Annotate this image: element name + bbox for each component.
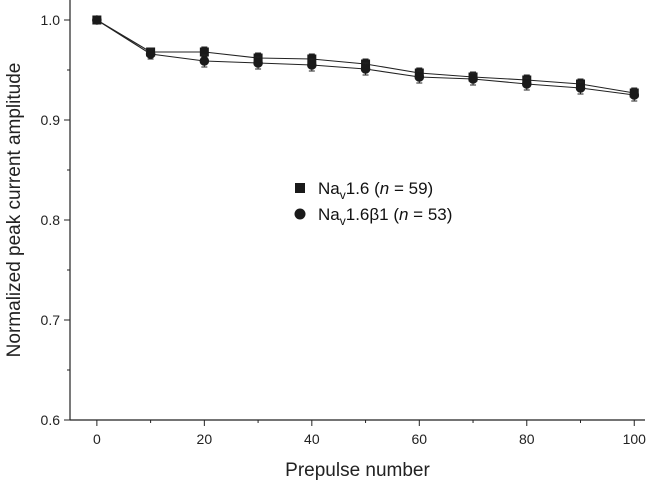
legend-marker-circle <box>294 208 306 220</box>
y-tick-label: 0.9 <box>41 112 61 128</box>
data-point-circle <box>253 58 263 68</box>
data-point-circle <box>629 90 640 100</box>
x-tick-label: 100 <box>623 431 647 447</box>
legend-italic: n <box>399 205 408 224</box>
x-tick-label: 80 <box>519 431 535 447</box>
data-point-circle <box>307 60 317 70</box>
data-point-circle <box>199 56 210 66</box>
legend-label-2: Nav1.6β1 (n = 53) <box>318 205 452 228</box>
x-tick-label: 40 <box>304 431 320 447</box>
plot-area: 0 20 40 60 80 100 0.6 0.7 0.8 0.9 1.0 <box>41 0 647 447</box>
data-point-circle <box>414 72 425 82</box>
data-point-circle <box>92 15 102 25</box>
data-point-square <box>199 47 209 57</box>
legend-subscript: v <box>340 188 346 202</box>
x-tick-label: 0 <box>93 431 101 447</box>
data-point-circle <box>575 83 586 93</box>
series-line-2 <box>96 19 635 96</box>
y-tick-label: 0.8 <box>41 212 61 228</box>
legend-label-1: Nav1.6 (n = 59) <box>318 179 433 202</box>
legend-subscript: v <box>340 214 346 228</box>
legend-marker-square <box>295 183 305 193</box>
legend-italic: n <box>380 179 389 198</box>
y-tick-label: 1.0 <box>41 12 61 28</box>
data-point-circle <box>521 79 532 89</box>
x-axis-title: Prepulse number <box>285 460 430 481</box>
y-axis-title: Normalized peak current amplitude <box>4 63 25 358</box>
y-tick-label: 0.6 <box>41 412 61 428</box>
data-point-circle <box>145 49 156 59</box>
x-tick-label: 60 <box>412 431 428 447</box>
x-tick-label: 20 <box>197 431 213 447</box>
legend: Nav1.6 (n = 59) Nav1.6β1 (n = 53) <box>294 179 452 228</box>
data-point-circle <box>468 74 478 84</box>
data-point-circle <box>360 64 371 74</box>
series-line-1 <box>96 19 635 94</box>
y-tick-label: 0.7 <box>41 312 61 328</box>
